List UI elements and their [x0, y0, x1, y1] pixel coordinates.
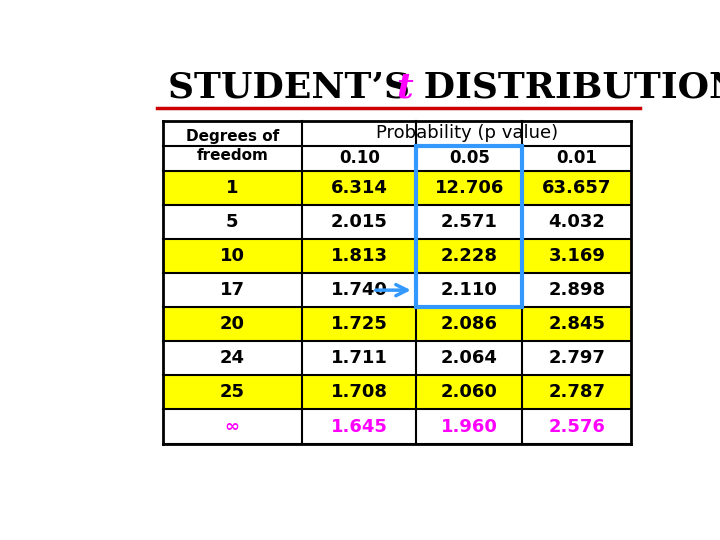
Bar: [163, 171, 631, 205]
Text: 63.657: 63.657: [542, 179, 611, 197]
Text: 0.10: 0.10: [339, 150, 379, 167]
Text: DISTRIBUTION TABLE: DISTRIBUTION TABLE: [411, 71, 720, 105]
Bar: [163, 375, 631, 409]
Text: 1.740: 1.740: [330, 281, 387, 299]
Text: 1.725: 1.725: [330, 315, 387, 333]
Text: 2.110: 2.110: [441, 281, 498, 299]
Text: 25: 25: [220, 383, 245, 401]
Text: Probability (p value): Probability (p value): [376, 124, 558, 143]
Text: 2.060: 2.060: [441, 383, 498, 401]
Text: 2.845: 2.845: [549, 315, 606, 333]
Text: Degrees of
freedom: Degrees of freedom: [186, 129, 279, 163]
Text: 10: 10: [220, 247, 245, 265]
Text: 1.960: 1.960: [441, 417, 498, 436]
Text: 2.064: 2.064: [441, 349, 498, 367]
Text: 1.708: 1.708: [330, 383, 388, 401]
Bar: [163, 205, 631, 239]
Text: 12.706: 12.706: [435, 179, 504, 197]
Text: t: t: [396, 71, 413, 105]
Text: 1: 1: [226, 179, 238, 197]
Text: 2.787: 2.787: [549, 383, 606, 401]
Text: ∞: ∞: [225, 417, 240, 436]
Bar: [163, 307, 631, 341]
Text: 1.813: 1.813: [330, 247, 388, 265]
Text: 2.797: 2.797: [549, 349, 606, 367]
Text: 2.571: 2.571: [441, 213, 498, 231]
Text: 1.711: 1.711: [330, 349, 387, 367]
Text: 6.314: 6.314: [330, 179, 387, 197]
Text: 2.576: 2.576: [549, 417, 606, 436]
Bar: [416, 146, 523, 307]
Bar: [163, 409, 631, 443]
Text: 0.01: 0.01: [557, 150, 598, 167]
Text: 20: 20: [220, 315, 245, 333]
Text: 1.645: 1.645: [330, 417, 387, 436]
Text: 2.086: 2.086: [441, 315, 498, 333]
Text: 0.05: 0.05: [449, 150, 490, 167]
Text: 2.898: 2.898: [549, 281, 606, 299]
Text: 4.032: 4.032: [549, 213, 606, 231]
Text: 17: 17: [220, 281, 245, 299]
Bar: [163, 121, 631, 171]
Text: 24: 24: [220, 349, 245, 367]
Text: 2.015: 2.015: [330, 213, 387, 231]
Text: 3.169: 3.169: [549, 247, 606, 265]
Bar: [163, 239, 631, 273]
Text: 2.228: 2.228: [441, 247, 498, 265]
Text: 5: 5: [226, 213, 238, 231]
Bar: [163, 273, 631, 307]
Bar: [163, 341, 631, 375]
Text: STUDENT’S: STUDENT’S: [168, 71, 423, 105]
